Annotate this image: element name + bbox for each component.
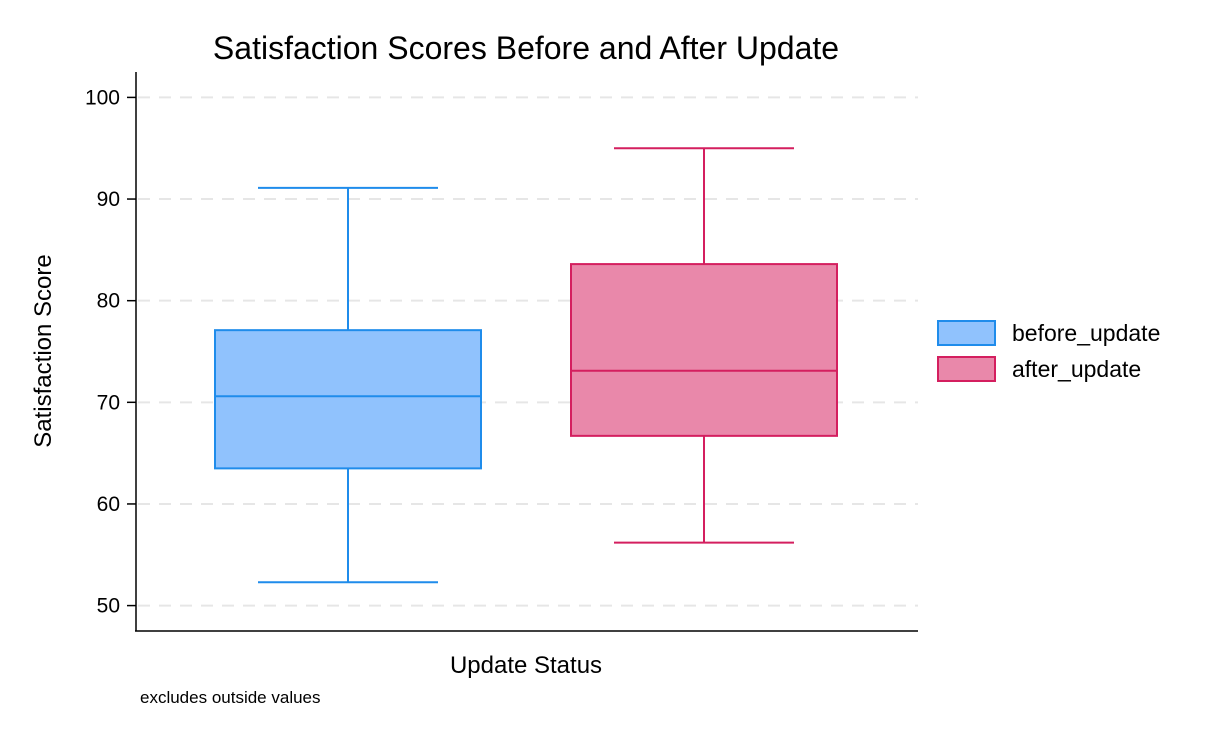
legend: before_update after_update [937, 320, 1160, 382]
chart-note: excludes outside values [140, 688, 321, 707]
iqr-box [214, 329, 482, 470]
legend-item-after_update: after_update [937, 356, 1141, 382]
y-tick-label: 70 [97, 391, 120, 414]
legend-label: before_update [1012, 320, 1160, 346]
axes [135, 72, 918, 632]
box-before_update [214, 186, 482, 584]
y-tick-label: 100 [85, 86, 120, 109]
y-axis-label: Satisfaction Score [30, 254, 57, 447]
legend-item-before_update: before_update [937, 320, 1160, 346]
y-tick-label: 50 [97, 595, 120, 618]
chart-title: Satisfaction Scores Before and After Upd… [213, 30, 839, 66]
y-ticks: 50 60 70 80 90 100 [85, 86, 136, 618]
y-tick-label: 60 [97, 493, 120, 516]
gridlines [138, 96, 918, 607]
legend-label: after_update [1012, 356, 1141, 382]
x-axis-label: Update Status [450, 652, 602, 679]
box-after_update [570, 147, 838, 544]
legend-swatch [937, 320, 996, 346]
legend-swatch [937, 356, 996, 382]
boxes [214, 147, 838, 584]
y-tick-label: 90 [97, 188, 120, 211]
iqr-box [570, 263, 838, 437]
y-tick-label: 80 [97, 290, 120, 313]
